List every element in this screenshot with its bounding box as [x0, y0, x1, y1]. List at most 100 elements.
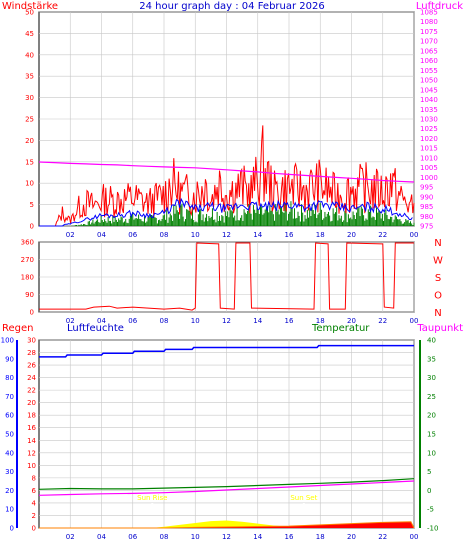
direction-x-tick: 12 — [222, 317, 231, 325]
luftfeuchte-y-tick: 90 — [5, 355, 14, 363]
wind-x-tick: 08 — [160, 231, 169, 239]
luftdruck-y-tick: 1000 — [420, 174, 438, 182]
luftdruck-y-tick: 1060 — [420, 57, 438, 65]
luftdruck-y-tick: 1045 — [420, 86, 438, 94]
wind-x-tick: 20 — [347, 231, 356, 239]
luftdruck-y-tick: 1050 — [420, 77, 438, 85]
taupunkt-label: Taupunkt — [416, 323, 463, 334]
luftdruck-y-tick: 1040 — [420, 96, 438, 104]
direction-x-tick: 22 — [378, 317, 387, 325]
windstaerke-axis-label: Windstärke — [2, 1, 58, 12]
direction-x-tick: 18 — [316, 317, 325, 325]
taupunkt-line — [38, 480, 415, 496]
compass-label: O — [434, 291, 442, 302]
rain-x-tick: 12 — [222, 533, 231, 541]
regen-y-tick: 6 — [32, 487, 37, 495]
wind-x-tick: 14 — [253, 231, 262, 239]
wind-x-tick: 10 — [191, 231, 200, 239]
rain-x-tick: 14 — [253, 533, 262, 541]
luftfeuchte-y-tick: 40 — [5, 449, 14, 457]
luftdruck-y-tick: 1075 — [420, 28, 438, 36]
rain-x-tick: 06 — [128, 533, 137, 541]
luftdruck-y-tick: 1020 — [420, 135, 438, 143]
luftdruck-y-tick: 1005 — [420, 164, 438, 172]
luftdruck-y-tick: 1025 — [420, 125, 438, 133]
wind-x-tick: 12 — [222, 231, 231, 239]
windstaerke-y-tick: 25 — [25, 116, 34, 124]
rain-x-tick: 00 — [410, 533, 419, 541]
luftdruck-y-tick: 975 — [420, 223, 433, 231]
luftdruck-y-tick: 985 — [420, 203, 433, 211]
wind-x-tick: 02 — [66, 231, 75, 239]
wind-direction-line — [39, 242, 414, 311]
tick-labels: 0510152025303540455097598098599099510001… — [1, 9, 443, 542]
temperatur-y-tick: 10 — [427, 449, 436, 457]
luftfeuchte-y-tick: 80 — [5, 374, 14, 382]
direction-y-tick: 270 — [21, 256, 34, 264]
direction-x-tick: 16 — [285, 317, 294, 325]
wind-x-tick: 22 — [378, 231, 387, 239]
wind-x-tick: 18 — [316, 231, 325, 239]
luftdruck-y-tick: 995 — [420, 184, 433, 192]
windstaerke-y-tick: 30 — [25, 94, 34, 102]
wind-x-tick: 16 — [285, 231, 294, 239]
luftfeuchte-y-tick: 70 — [5, 393, 14, 401]
direction-y-tick: 360 — [21, 239, 34, 247]
temperatur-y-tick: 30 — [427, 374, 436, 382]
direction-x-tick: 14 — [253, 317, 262, 325]
temperatur-y-tick: 25 — [427, 393, 436, 401]
direction-x-tick: 02 — [66, 317, 75, 325]
regen-y-tick: 10 — [27, 462, 36, 470]
luftdruck-y-tick: 1055 — [420, 67, 438, 75]
temperatur-y-tick: 5 — [427, 468, 431, 476]
regen-y-tick: 4 — [32, 499, 37, 507]
luftfeuchte-y-tick: 0 — [10, 525, 14, 533]
rain-x-tick: 10 — [191, 533, 200, 541]
wind-speed-bars — [71, 201, 415, 226]
rain-x-tick: 18 — [316, 533, 325, 541]
temperatur-y-tick: 20 — [427, 412, 436, 420]
graph-title: 24 hour graph day : 04 Februar 2026 — [139, 1, 324, 12]
temperatur-y-tick: -10 — [427, 525, 438, 533]
windstaerke-y-tick: 15 — [25, 158, 34, 166]
direction-y-tick: 180 — [21, 274, 34, 282]
luftdruck-y-tick: 1065 — [420, 47, 438, 55]
regen-y-tick: 22 — [27, 387, 36, 395]
compass-label: S — [435, 273, 441, 284]
luftfeuchte-y-tick: 30 — [5, 468, 14, 476]
luftfeuchte-y-tick: 10 — [5, 506, 14, 514]
regen-y-tick: 30 — [27, 337, 36, 345]
regen-y-tick: 12 — [27, 449, 36, 457]
temperatur-y-tick: 15 — [427, 431, 436, 439]
windstaerke-y-tick: 0 — [30, 223, 34, 231]
luftdruck-y-tick: 1080 — [420, 18, 438, 26]
direction-x-tick: 06 — [128, 317, 137, 325]
regen-y-tick: 28 — [27, 349, 36, 357]
regen-line — [39, 521, 415, 529]
rain-x-tick: 20 — [347, 533, 356, 541]
rain-x-tick: 16 — [285, 533, 294, 541]
windstaerke-y-tick: 40 — [25, 51, 34, 59]
luftdruck-y-tick: 980 — [420, 213, 433, 221]
direction-x-tick: 04 — [97, 317, 106, 325]
sunrise-label: Sun Rise — [137, 494, 167, 502]
direction-x-tick: 20 — [347, 317, 356, 325]
windstaerke-y-tick: 45 — [25, 30, 34, 38]
temperatur-y-tick: 40 — [427, 337, 436, 345]
compass-label: N — [434, 308, 441, 319]
regen-y-tick: 20 — [27, 399, 36, 407]
rain-x-tick: 02 — [66, 533, 75, 541]
luftdruck-line — [38, 161, 415, 183]
luftdruck-axis-label: Luftdruck — [416, 1, 463, 12]
rain-x-tick: 04 — [97, 533, 106, 541]
regen-label: Regen — [2, 323, 34, 334]
wind-x-tick: 06 — [128, 231, 137, 239]
direction-y-tick: 0 — [30, 309, 34, 317]
windstaerke-y-tick: 10 — [25, 180, 34, 188]
wind-gust-line — [39, 125, 415, 227]
luftdruck-y-tick: 1030 — [420, 116, 438, 124]
regen-y-tick: 18 — [27, 412, 36, 420]
luftfeuchte-y-tick: 50 — [5, 431, 14, 439]
windstaerke-y-tick: 20 — [25, 137, 34, 145]
